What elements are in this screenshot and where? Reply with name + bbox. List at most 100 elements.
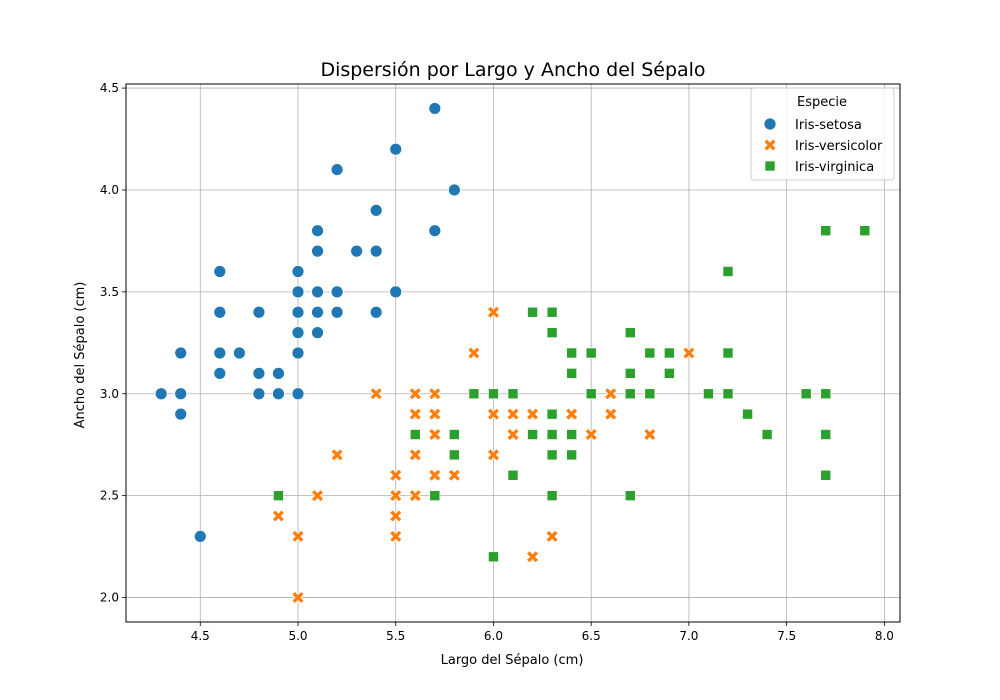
data-point — [664, 347, 675, 359]
legend-box — [750, 87, 895, 181]
data-point — [428, 428, 441, 441]
data-point — [252, 387, 266, 401]
data-point — [682, 346, 696, 360]
data-point — [487, 306, 500, 319]
legend-title: Especie — [797, 95, 847, 110]
data-point — [820, 388, 832, 400]
data-point — [272, 509, 285, 523]
data-point — [526, 407, 539, 421]
data-point — [487, 448, 500, 462]
data-point — [624, 368, 636, 379]
data-point — [370, 387, 383, 400]
data-point — [291, 285, 305, 299]
data-point — [722, 347, 734, 359]
legend: Especie Iris-setosa Iris-versicolor Iris-v… — [750, 87, 895, 181]
data-point — [859, 225, 871, 237]
series-Iris-virginica — [273, 225, 871, 563]
data-point — [409, 429, 421, 440]
data-point — [330, 285, 344, 299]
y-axis-label: Ancho del Sépalo (cm) — [73, 282, 88, 429]
data-point — [449, 429, 460, 440]
data-point — [369, 305, 383, 319]
data-point — [585, 428, 598, 441]
data-point — [330, 163, 344, 176]
y-tick-label: 3.0 — [100, 387, 119, 401]
data-point — [565, 407, 578, 421]
data-point — [546, 327, 558, 338]
data-point — [546, 449, 558, 461]
data-point — [291, 530, 305, 543]
data-point — [409, 387, 422, 400]
data-point — [429, 490, 441, 501]
data-point — [389, 530, 402, 543]
data-point — [272, 387, 285, 401]
data-point — [820, 225, 832, 237]
data-point — [722, 266, 734, 277]
data-point — [604, 387, 617, 400]
data-point — [369, 244, 383, 258]
legend-label: Iris-versicolor — [795, 139, 883, 154]
data-point — [761, 429, 773, 440]
data-point — [585, 347, 597, 359]
data-point — [174, 407, 188, 421]
data-point — [232, 346, 246, 360]
data-point — [409, 489, 422, 502]
data-point — [350, 244, 364, 258]
data-point — [624, 490, 636, 501]
data-point — [311, 305, 324, 319]
legend-item: Iris-setosa — [763, 117, 862, 133]
data-point — [330, 305, 344, 319]
y-tick-label: 4.5 — [100, 81, 119, 95]
y-tick-label: 2.5 — [100, 489, 119, 503]
data-point — [800, 388, 812, 400]
data-point — [624, 327, 636, 338]
legend-item: Iris-versicolor — [763, 138, 883, 154]
data-point — [273, 490, 284, 501]
data-point — [624, 388, 636, 400]
data-point — [506, 407, 520, 421]
data-point — [566, 429, 577, 440]
data-point — [213, 346, 227, 360]
data-point — [272, 366, 285, 380]
data-point — [820, 429, 832, 440]
tick-marks: 4.5 5.0 5.5 6.0 6.5 7.0 7.5 8.0 2.0 2.5 3.0 3.5 4.0 4… — [100, 81, 894, 643]
data-point — [252, 305, 266, 319]
data-point — [526, 550, 539, 563]
data-point — [428, 469, 441, 482]
data-point — [447, 183, 461, 197]
data-point — [291, 265, 305, 278]
data-point — [566, 368, 577, 379]
data-point — [389, 469, 402, 482]
data-point — [409, 448, 422, 462]
data-point — [468, 388, 480, 400]
x-tick-label: 5.0 — [288, 629, 307, 643]
series-Iris-setosa — [154, 102, 461, 543]
plot-frame — [125, 83, 901, 623]
data-point — [449, 449, 460, 461]
data-point — [428, 102, 442, 115]
x-tick-label: 6.0 — [484, 629, 503, 643]
legend-items: Iris-setosa Iris-versicolor Iris-virginica — [763, 117, 883, 175]
x-tick-label: 5.5 — [386, 629, 405, 643]
x-tick-label: 7.0 — [679, 629, 698, 643]
data-point — [566, 449, 577, 461]
data-point — [545, 530, 559, 543]
legend-item: Iris-virginica — [764, 160, 874, 175]
data-point — [291, 591, 305, 604]
series-Iris-versicolor — [272, 306, 696, 604]
data-point — [330, 448, 344, 462]
data-point — [428, 387, 441, 400]
legend-label: Iris-setosa — [795, 118, 862, 133]
x-tick-label: 4.5 — [191, 629, 210, 643]
data-point — [174, 387, 188, 401]
data-point — [703, 388, 714, 400]
data-point — [409, 407, 422, 421]
data-point — [428, 224, 442, 238]
x-axis-label: Largo del Sépalo (cm) — [441, 653, 584, 668]
data-point — [488, 388, 499, 400]
legend-marker — [763, 117, 777, 131]
data-point — [546, 429, 558, 440]
data-point — [369, 203, 383, 217]
y-tick-label: 4.0 — [100, 183, 119, 197]
data-point — [311, 285, 324, 299]
